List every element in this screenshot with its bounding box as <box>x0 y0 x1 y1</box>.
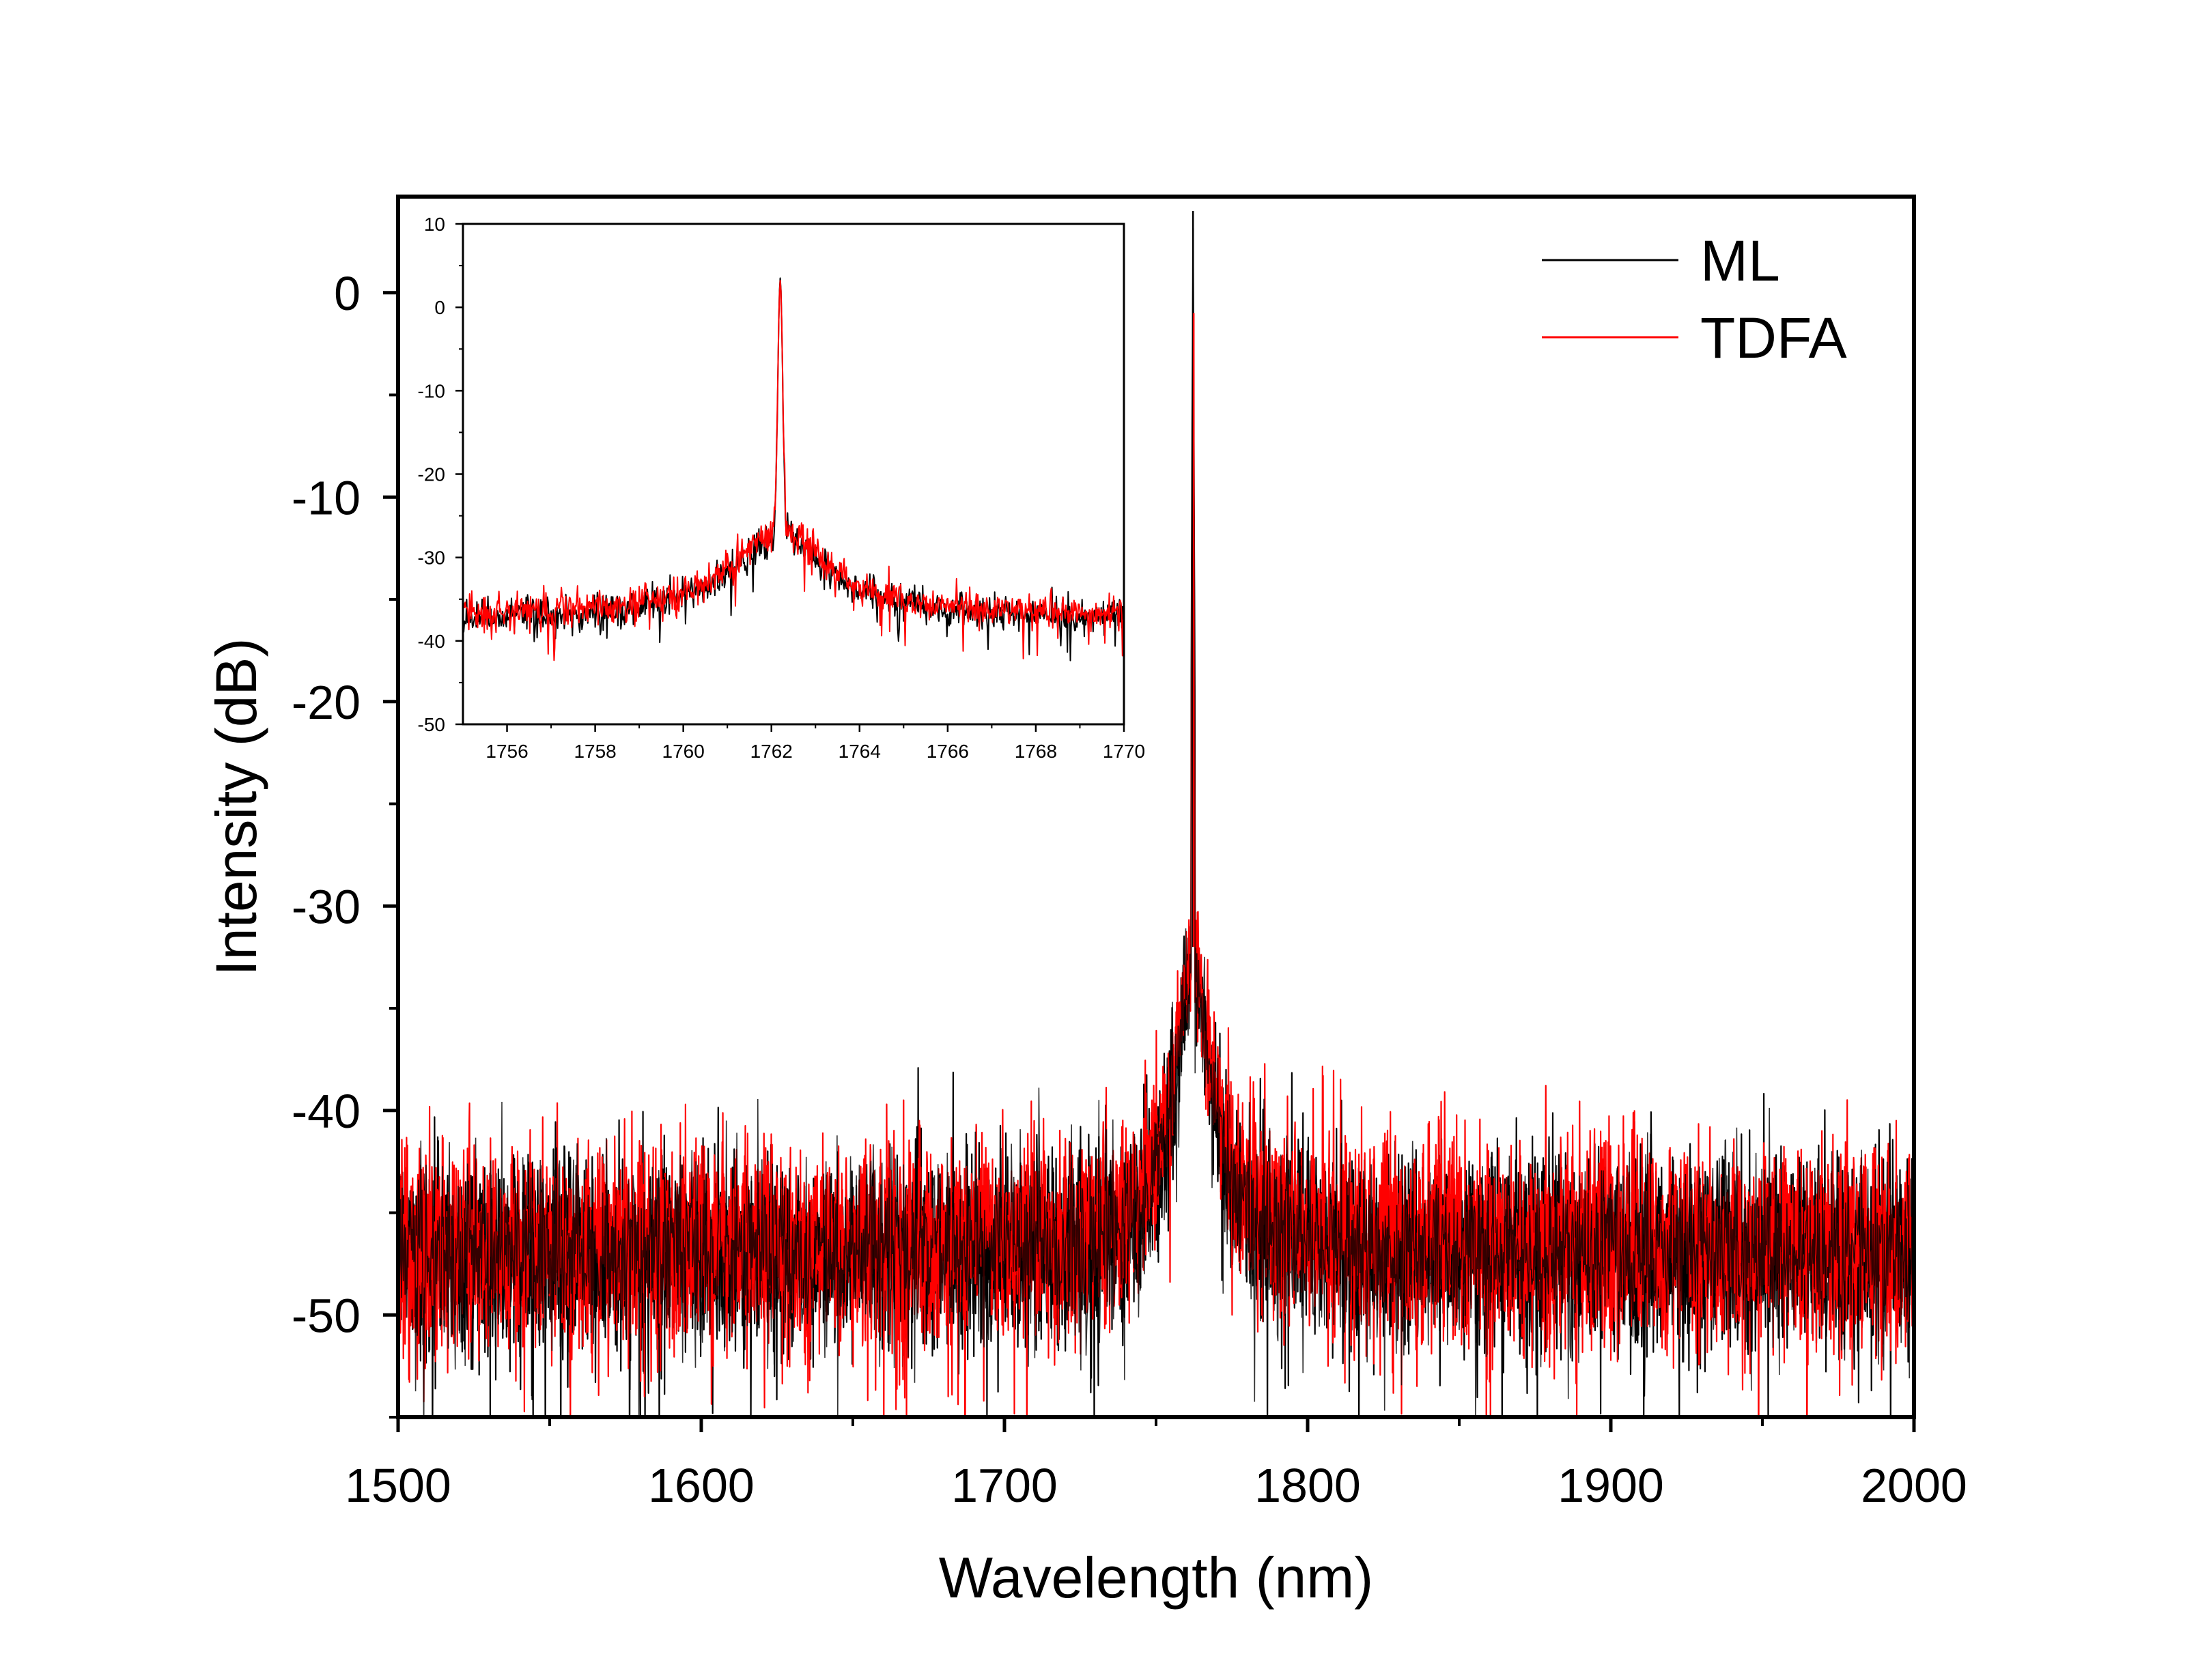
inset-x-tick-label: 1762 <box>750 741 793 762</box>
legend: ML TDFA <box>1542 229 1847 370</box>
inset-series-tdfa <box>463 280 1124 661</box>
main-x-tick-label: 1700 <box>951 1459 1058 1512</box>
inset-x-tick-label: 1756 <box>485 741 528 762</box>
inset-x-tick-label: 1764 <box>839 741 881 762</box>
main-x-tick-label: 1900 <box>1558 1459 1664 1512</box>
legend-label-tdfa: TDFA <box>1700 306 1847 370</box>
inset-y-tick-label: 0 <box>434 297 445 318</box>
main-x-tick-label: 2000 <box>1861 1459 1967 1512</box>
main-y-tick-label: 0 <box>334 267 361 320</box>
main-y-axis-title: Intensity (dB) <box>204 638 268 976</box>
inset-y-tick-label: 10 <box>424 214 445 235</box>
main-y-tick-label: -10 <box>292 471 361 524</box>
inset-y-tick-label: -10 <box>418 380 445 401</box>
main-x-axis-title: Wavelength (nm) <box>939 1546 1373 1610</box>
main-y-tick-label: -40 <box>292 1085 361 1138</box>
inset-x-tick-label: 1760 <box>662 741 705 762</box>
inset-background <box>463 224 1124 724</box>
main-y-tick-label: -30 <box>292 880 361 933</box>
inset-x-tick-label: 1766 <box>927 741 969 762</box>
inset-x-tick-label: 1768 <box>1015 741 1057 762</box>
inset-y-tick-label: -30 <box>418 547 445 569</box>
main-x-tick-label: 1800 <box>1254 1459 1361 1512</box>
inset-y-tick-label: -40 <box>418 631 445 652</box>
main-y-tick-label: -20 <box>292 676 361 729</box>
inset-y-tick-label: -20 <box>418 464 445 485</box>
main-series-ml-overlay <box>398 281 1914 1417</box>
main-y-tick-label: -50 <box>292 1289 361 1342</box>
inset-chart: 1756 1758 1760 1762 1764 1766 1768 1770 10 0 -10 -… <box>418 214 1146 762</box>
inset-x-tick-label: 1758 <box>574 741 616 762</box>
inset-y-tick-label: -50 <box>418 714 445 735</box>
main-x-tick-label: 1600 <box>648 1459 755 1512</box>
main-chart: 1500 1600 1700 1800 1900 2000 0 -10 -20 -30 -40 -5… <box>204 195 1967 1610</box>
main-x-tick-label: 1500 <box>345 1459 451 1512</box>
inset-x-tick-label: 1770 <box>1103 741 1145 762</box>
legend-label-ml: ML <box>1700 229 1780 293</box>
